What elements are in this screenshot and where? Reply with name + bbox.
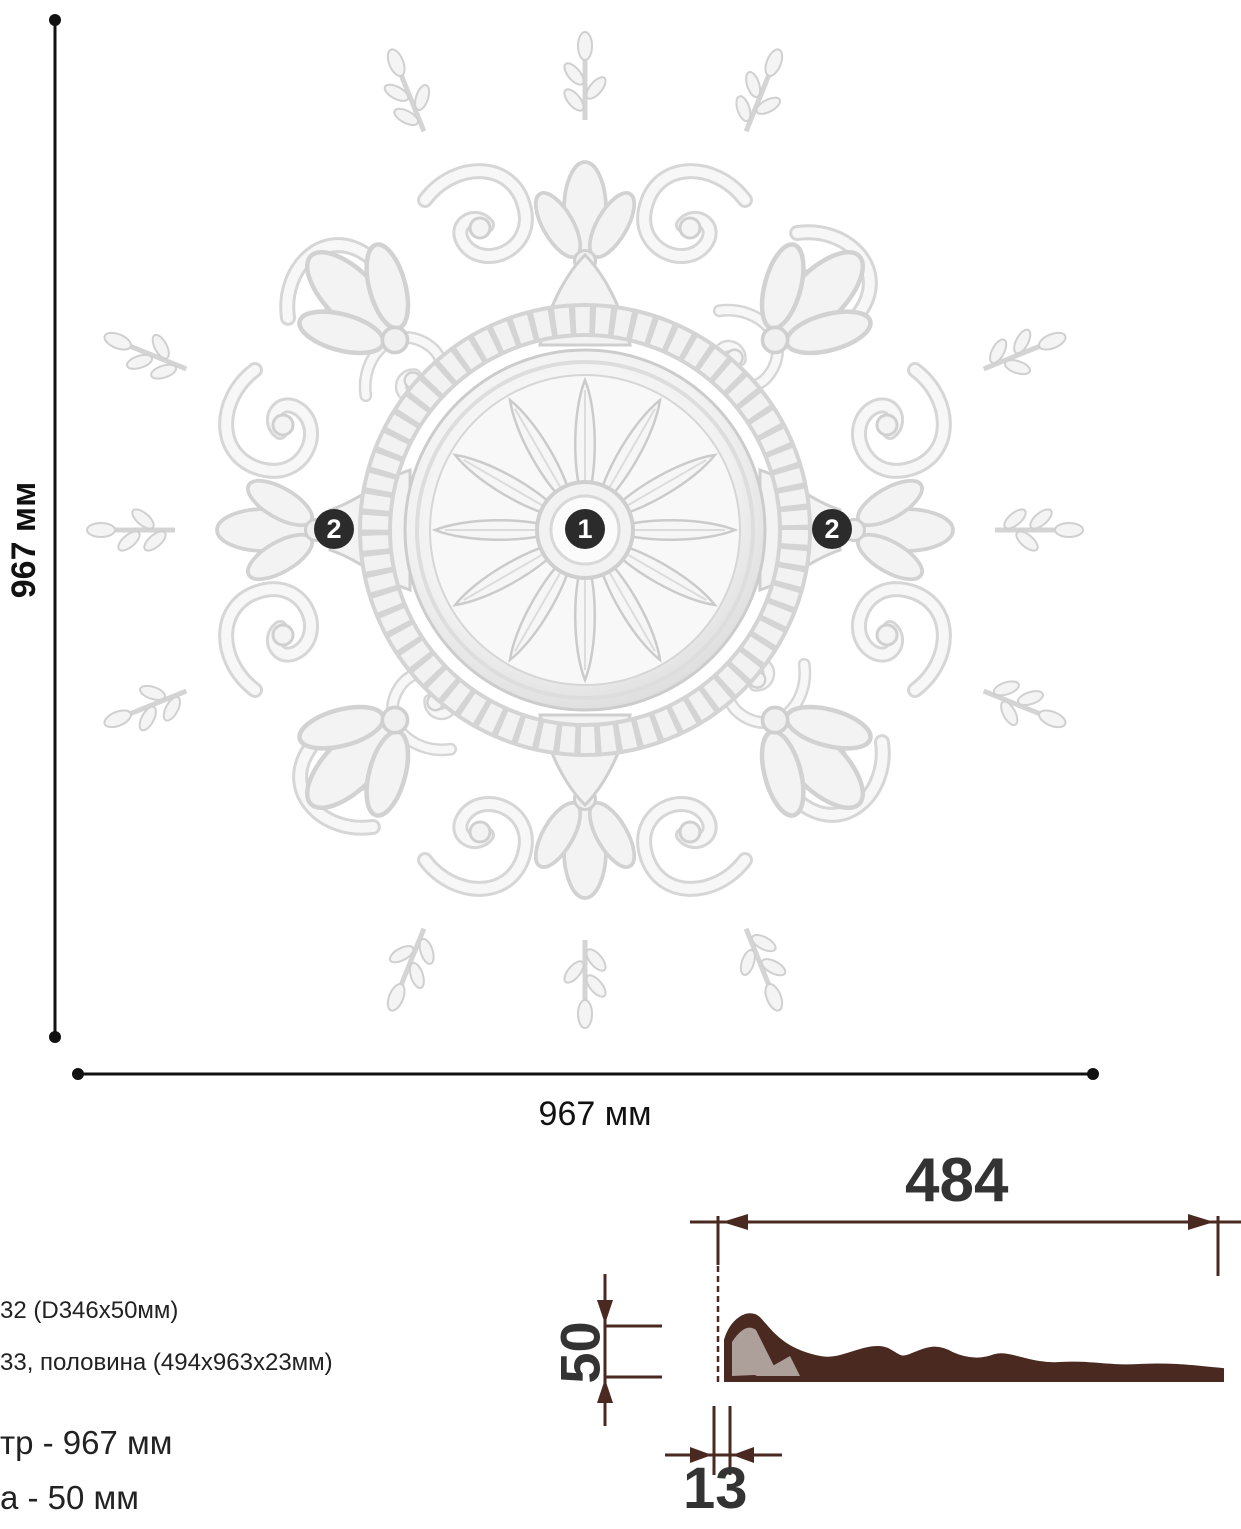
profile-height-label: 50 — [548, 1321, 612, 1384]
width-dimension-label: 967 мм — [538, 1095, 652, 1133]
part-2-badge-right: 2 — [812, 509, 852, 549]
profile-width-label: 484 — [905, 1146, 1009, 1215]
profile-section — [597, 1214, 1241, 1475]
profile-offset-label: 13 — [683, 1456, 748, 1521]
part-1-badge: 1 — [565, 509, 605, 549]
part-2-badge-left: 2 — [314, 509, 354, 549]
laurel-wreath — [358, 303, 812, 757]
legend-part-1: 32 (D346x50мм) — [0, 1297, 179, 1324]
legend-diameter: тр - 967 мм — [0, 1424, 173, 1461]
profile-shape — [724, 1313, 1224, 1382]
height-dimension-label: 967 мм — [5, 481, 43, 599]
legend-height: а - 50 мм — [0, 1479, 139, 1516]
width-dimension-line — [72, 1068, 1099, 1080]
height-dimension-line — [49, 14, 61, 1043]
legend-part-2: 33, половина (494x963x23мм) — [0, 1349, 333, 1376]
